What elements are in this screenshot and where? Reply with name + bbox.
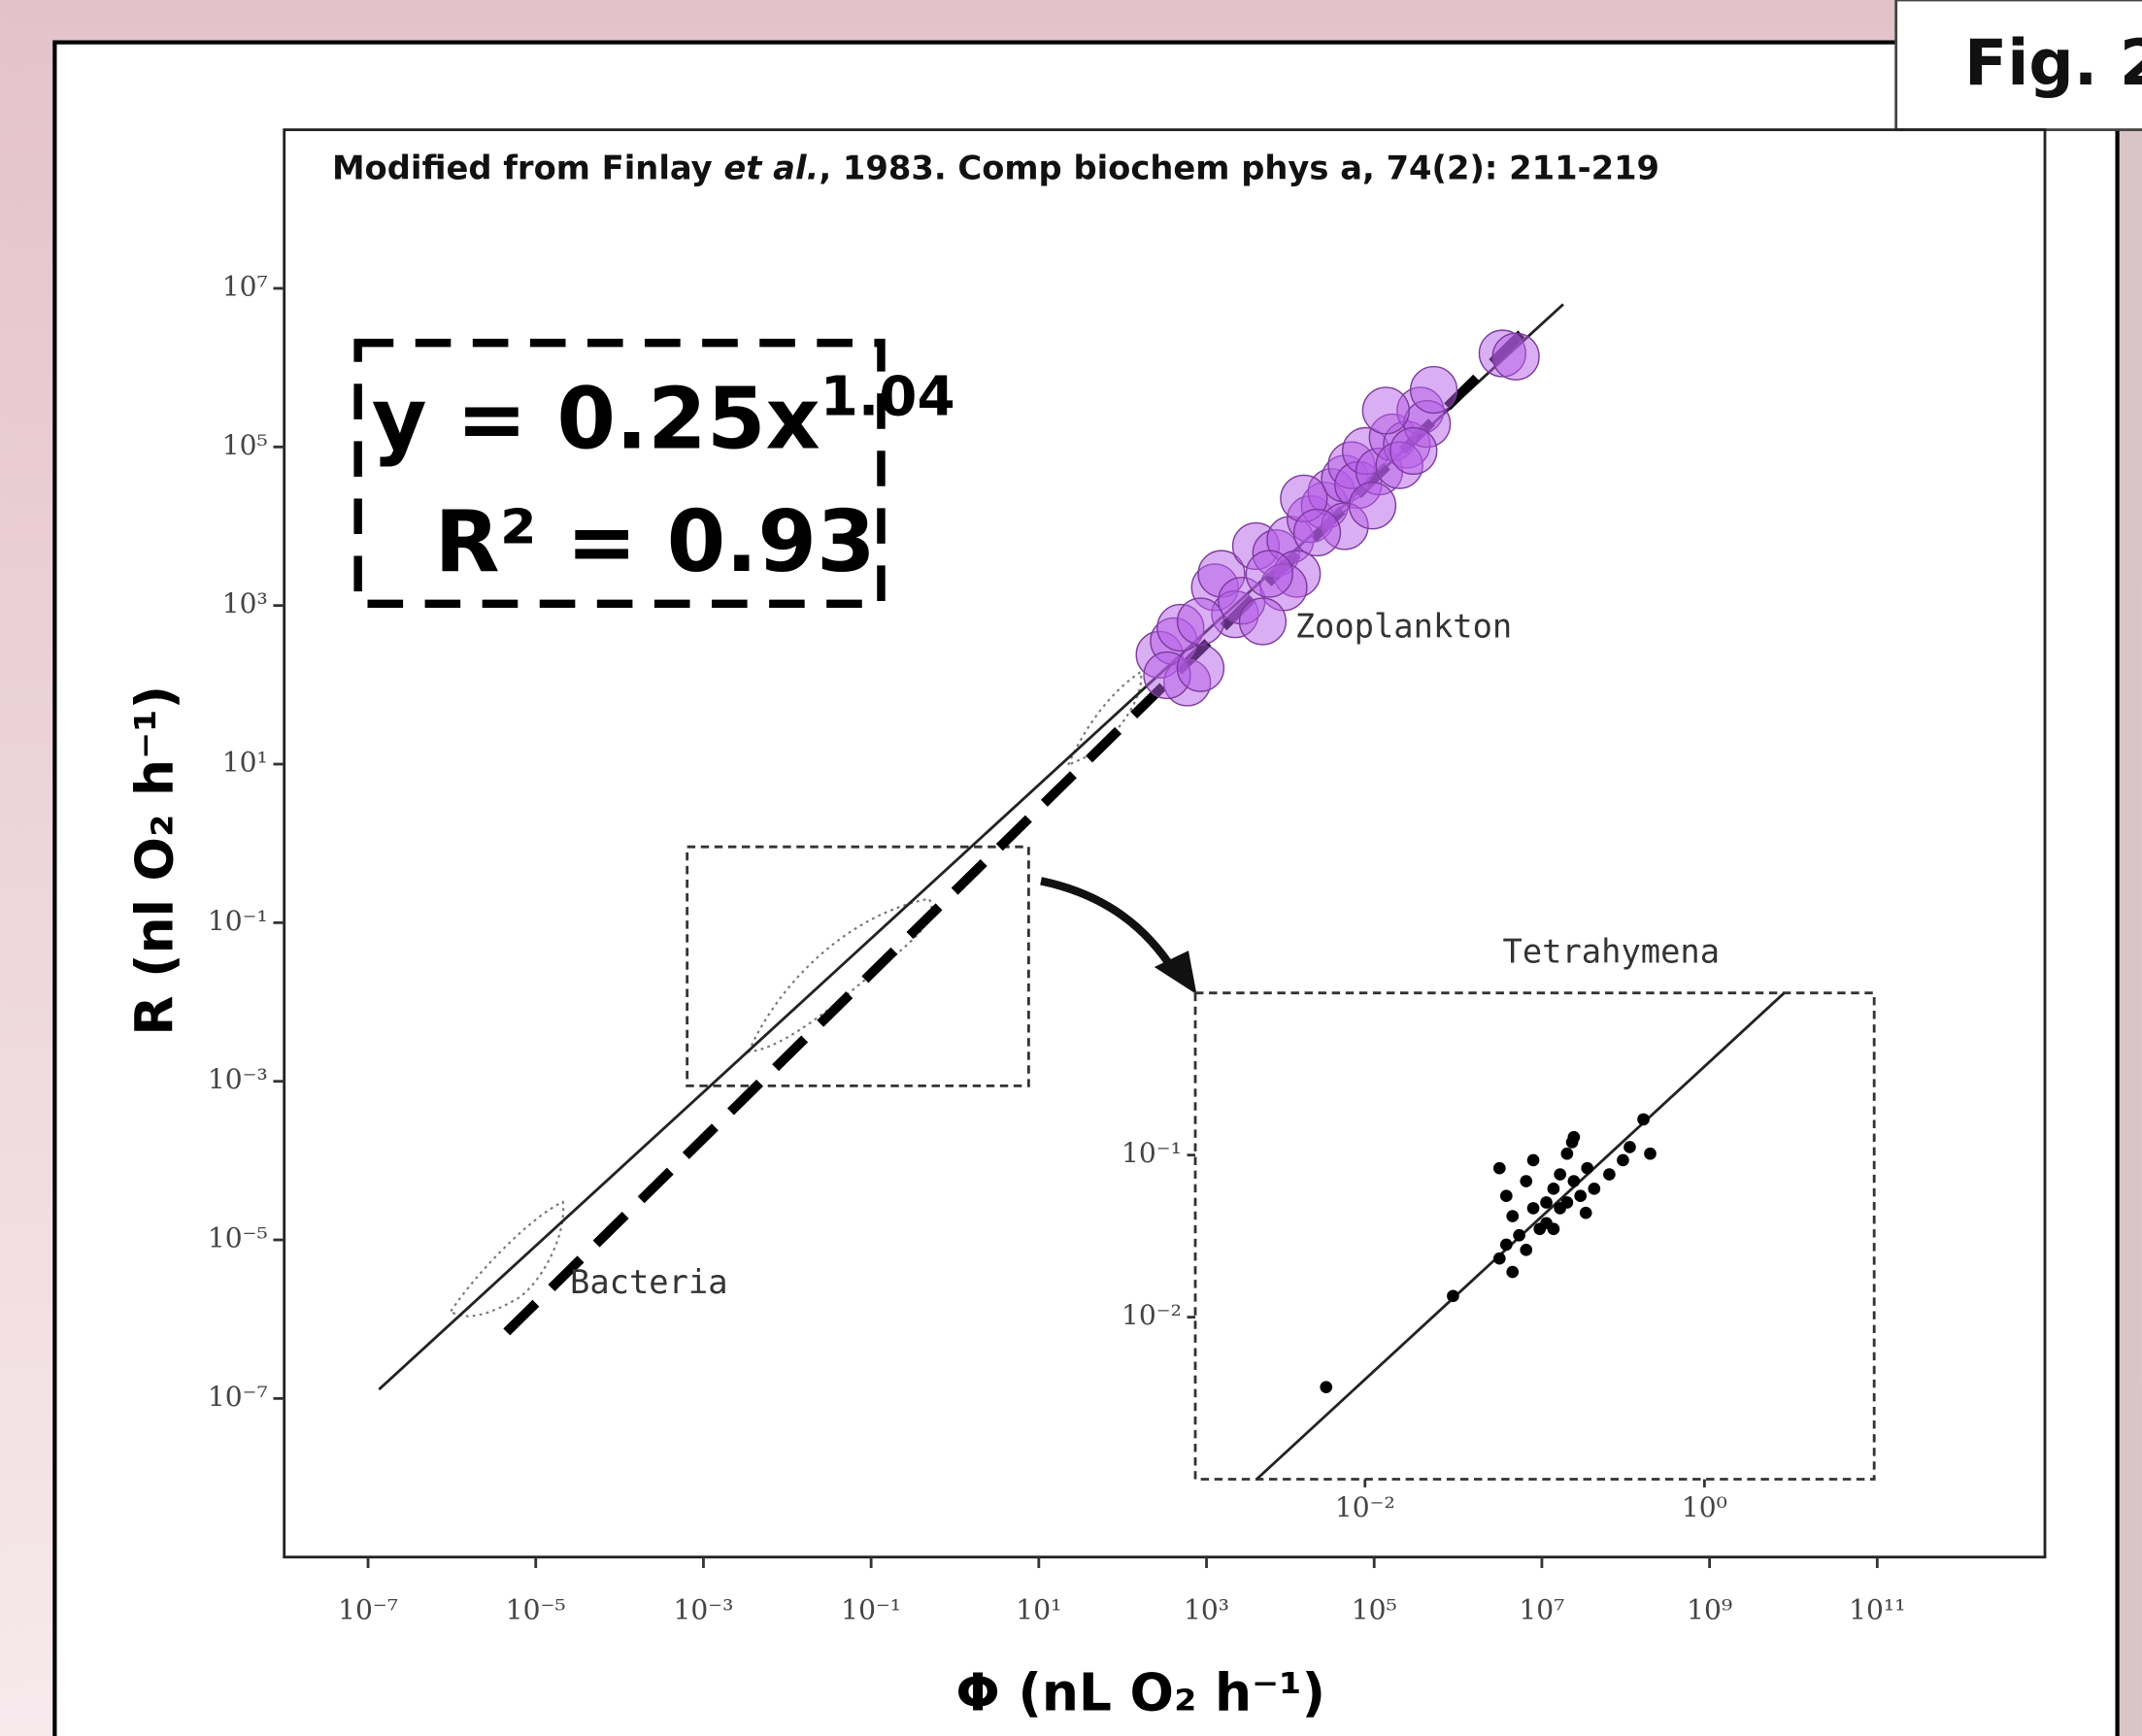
data-point [1506,1265,1520,1279]
x-tick-label: 10⁻³ [673,1593,733,1625]
y-tick-label: 10³ [222,587,268,619]
y-tick-label: 10⁻⁷ [208,1381,268,1413]
data-point [1520,1175,1533,1187]
y-tick-label: 10¹ [222,747,268,779]
x-tick-label: 10¹ [1016,1593,1061,1625]
x-tick-label: 10⁻⁵ [506,1593,566,1625]
data-point [1499,1189,1513,1203]
data-point [1348,482,1397,530]
data-point [1637,1113,1650,1126]
x-tick-label: 10⁷ [1519,1593,1564,1625]
y-tick-label: 10⁻² [1121,1299,1182,1331]
y-tick-label: 10⁻⁵ [208,1222,268,1254]
data-point [1520,1243,1533,1256]
data-point [1567,1175,1581,1187]
data-point [1176,644,1225,692]
x-tick-label: 10⁻² [1335,1491,1395,1523]
data-point [1554,1168,1567,1181]
data-point [1560,1147,1574,1160]
x-axis-label: Φ (nL O₂ h⁻¹) [955,1661,1325,1722]
x-tick-label: 10⁰ [1682,1491,1727,1523]
source-text: et al. [723,149,819,186]
chart-layer: 10⁻⁷ 10⁻⁵ 10⁻³ 10⁻¹ 10¹ 10³ 10⁵ 10⁷ 10⁹ 10¹¹ 10⁷ 10… [208,270,1906,1625]
data-point [1176,597,1225,646]
plot-frame [283,128,2047,1559]
y-tick-label: 10⁻³ [208,1063,268,1095]
source-note: Modified from Finlay et al., 1983. Comp … [332,149,1659,186]
data-point [1447,1289,1459,1303]
y-tick-label: 10⁵ [222,429,268,461]
data-point [1540,1196,1553,1209]
data-point [1238,597,1288,646]
inset-frame [1193,991,1876,1481]
equation-box [353,338,886,609]
x-tick-label: 10³ [1184,1593,1229,1625]
series-label: Tetrahymena [1503,932,1721,970]
source-text: , 1983. Comp biochem phys a, 74(2): 211-… [819,149,1659,186]
data-point [1492,1252,1506,1265]
annotation: Bacteria [570,1263,728,1301]
data-point [1245,550,1293,598]
y-axis-label: R (nl O₂ h⁻¹) [123,685,184,1036]
x-tick-label: 10¹¹ [1849,1593,1905,1625]
x-tick-label: 10⁹ [1687,1593,1732,1625]
data-point [1617,1153,1629,1167]
x-tick-label: 10⁻⁷ [338,1593,398,1625]
y-tick-label: 10⁷ [222,270,268,302]
data-point [1581,1161,1594,1175]
panel [52,40,2120,1736]
figure-label: Fig. 2 [1964,27,2142,100]
data-point [1588,1182,1601,1195]
data-point [1547,1222,1560,1236]
data-point [1491,332,1540,381]
data-point [1492,1161,1506,1175]
data-point [1574,1189,1588,1203]
data-point [1506,1210,1520,1222]
data-point [1547,1182,1560,1195]
x-tick-label: 10⁻¹ [841,1593,901,1625]
equation: y = 0.25x1.04 [372,366,955,469]
y-tick-label: 10⁻¹ [1121,1137,1182,1169]
zoom-arrow [1040,877,1179,975]
data-point [1565,1136,1579,1149]
data-point [1526,1202,1540,1215]
data-point [1644,1147,1657,1160]
data-point [1409,365,1458,415]
data-point [1560,1196,1574,1209]
zoom-box [686,845,1030,1087]
data-point [1499,1238,1513,1252]
bacteria-outline [449,1200,565,1318]
r-squared: R² = 0.93 [434,492,875,591]
equation-text: y = 0.25x [372,369,820,468]
y-tick-label: 10⁻¹ [208,905,268,937]
data-point [1389,426,1438,476]
equation-exponent: 1.04 [820,366,955,429]
data-point [1579,1206,1592,1219]
source-text: Modified from Finlay [332,149,723,186]
data-point [1513,1228,1525,1242]
data-point [1292,508,1342,557]
data-point [1361,386,1410,435]
zoom-arrowhead [1154,951,1197,995]
data-point [1623,1141,1636,1153]
data-point [1603,1168,1616,1181]
x-tick-label: 10⁵ [1352,1593,1397,1625]
data-point [1320,1381,1333,1394]
series-label: Zooplankton [1295,608,1513,646]
figure-label-box [1894,0,2142,132]
data-point [1526,1153,1540,1167]
